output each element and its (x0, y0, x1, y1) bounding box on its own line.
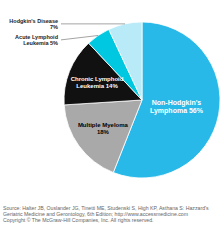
chart-container: Non-Hodgkin'sLymphoma 56% Multiple Myelom… (0, 0, 224, 225)
chart-svg: Non-Hodgkin'sLymphoma 56% Multiple Myelom… (0, 0, 224, 225)
slice-label: Multiple Myeloma18% (78, 122, 129, 135)
slice-label: Non-Hodgkin'sLymphoma 56% (150, 99, 204, 115)
slice-label: Hodgkin's Disease7% (9, 18, 58, 30)
leader-line (61, 35, 98, 39)
source-note: Source: Halter JB, Ouslander JG, Tinetti… (3, 205, 209, 223)
pie-slice (64, 100, 142, 173)
pie (64, 22, 220, 178)
leader-line (61, 23, 125, 24)
slice-label: Chronic LymphoidLeukemia 14% (71, 76, 124, 89)
slice-label: Acute LymphoidLeukemia 5% (15, 34, 58, 46)
labels: Non-Hodgkin'sLymphoma 56% Multiple Myelom… (9, 18, 203, 135)
